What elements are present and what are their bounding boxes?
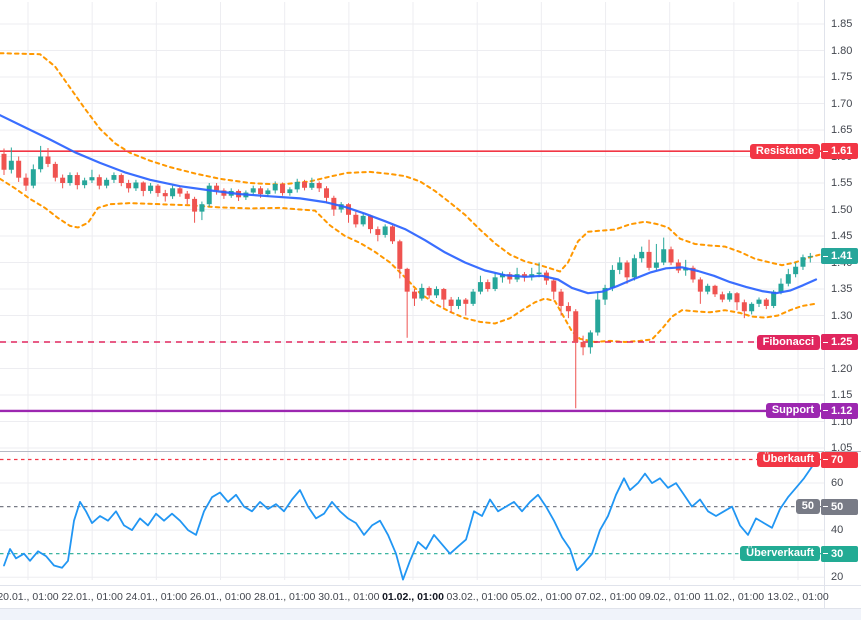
badge-notch: [823, 506, 828, 508]
time-axis-border: [0, 585, 861, 586]
price-tick-label: 1.20: [831, 362, 853, 375]
price-tick-label: 1.45: [831, 230, 853, 242]
time-tick-label: 11.02., 01:00: [703, 591, 765, 603]
oversold-line-label[interactable]: Überverkauft: [740, 546, 820, 562]
horizontal-scrollbar[interactable]: [0, 608, 861, 620]
badge-notch: [823, 255, 828, 257]
price-axis-border: [824, 0, 825, 608]
last-price-value: 1.41: [831, 250, 853, 263]
overbought-value-badge: 70: [821, 451, 858, 468]
overbought-line-label[interactable]: Überkauft: [756, 452, 820, 467]
time-tick-label: 28.01., 01:00: [254, 591, 316, 603]
time-tick-label: 09.02., 01:00: [639, 591, 701, 603]
price-tick-label: 1.75: [831, 71, 853, 83]
badge-notch: [823, 150, 828, 152]
pane-separator[interactable]: [0, 451, 861, 452]
fibonacci-line-label[interactable]: Fibonacci: [756, 334, 820, 350]
time-tick-label: 30.01., 01:00: [318, 591, 380, 603]
badge-notch: [823, 553, 828, 555]
time-tick-label: 22.01., 01:00: [61, 591, 123, 603]
time-tick-label: 01.02., 01:00: [382, 591, 444, 603]
badge-notch: [823, 341, 828, 343]
time-tick-label: 13.02., 01:00: [767, 591, 829, 603]
time-tick-label: 05.02., 01:00: [510, 591, 573, 603]
midline-line-label[interactable]: 50: [795, 499, 820, 515]
support-price-badge: 1.12: [821, 402, 858, 419]
overbought-value: 70: [831, 453, 844, 466]
time-tick-label: 26.01., 01:00: [189, 591, 252, 603]
price-tick-label: 1.05: [831, 442, 853, 454]
support-price-value: 1.12: [831, 404, 853, 417]
last-price-badge: 1.41: [821, 248, 858, 265]
badge-notch: [823, 410, 828, 412]
oversold-value-badge: 30: [821, 545, 858, 562]
price-tick-label: 1.30: [831, 309, 853, 322]
price-tick-label: 1.55: [831, 177, 853, 189]
price-tick-label: 1.85: [831, 18, 853, 30]
fibonacci-price-value: 1.25: [831, 336, 853, 348]
midline-value: 50: [831, 500, 844, 513]
oversold-value: 30: [831, 547, 844, 560]
time-tick-label: 20.01., 01:00: [0, 591, 59, 603]
rsi-tick-label: 40: [831, 524, 844, 537]
rsi-tick-label: 60: [831, 477, 844, 490]
fibonacci-price-badge: 1.25: [821, 334, 858, 350]
rsi-tick-label: 20: [831, 571, 844, 584]
resistance-price-badge: 1.61: [821, 143, 858, 160]
price-tick-label: 1.65: [831, 124, 853, 136]
resistance-price-value: 1.61: [831, 145, 853, 158]
price-tick-label: 1.80: [831, 44, 853, 57]
time-tick-label: 03.02., 01:00: [446, 591, 508, 603]
time-tick-label: 24.01., 01:00: [125, 591, 187, 603]
time-tick-label: 07.02., 01:00: [574, 591, 637, 603]
price-tick-label: 1.15: [831, 389, 853, 401]
price-tick-label: 1.50: [831, 203, 853, 216]
price-tick-label: 1.70: [831, 97, 853, 110]
price-tick-label: 1.35: [831, 283, 853, 295]
resistance-line-label[interactable]: Resistance: [749, 143, 820, 159]
badge-notch: [823, 459, 828, 460]
support-line-label[interactable]: Support: [765, 403, 820, 419]
midline-value-badge: 50: [821, 498, 858, 515]
